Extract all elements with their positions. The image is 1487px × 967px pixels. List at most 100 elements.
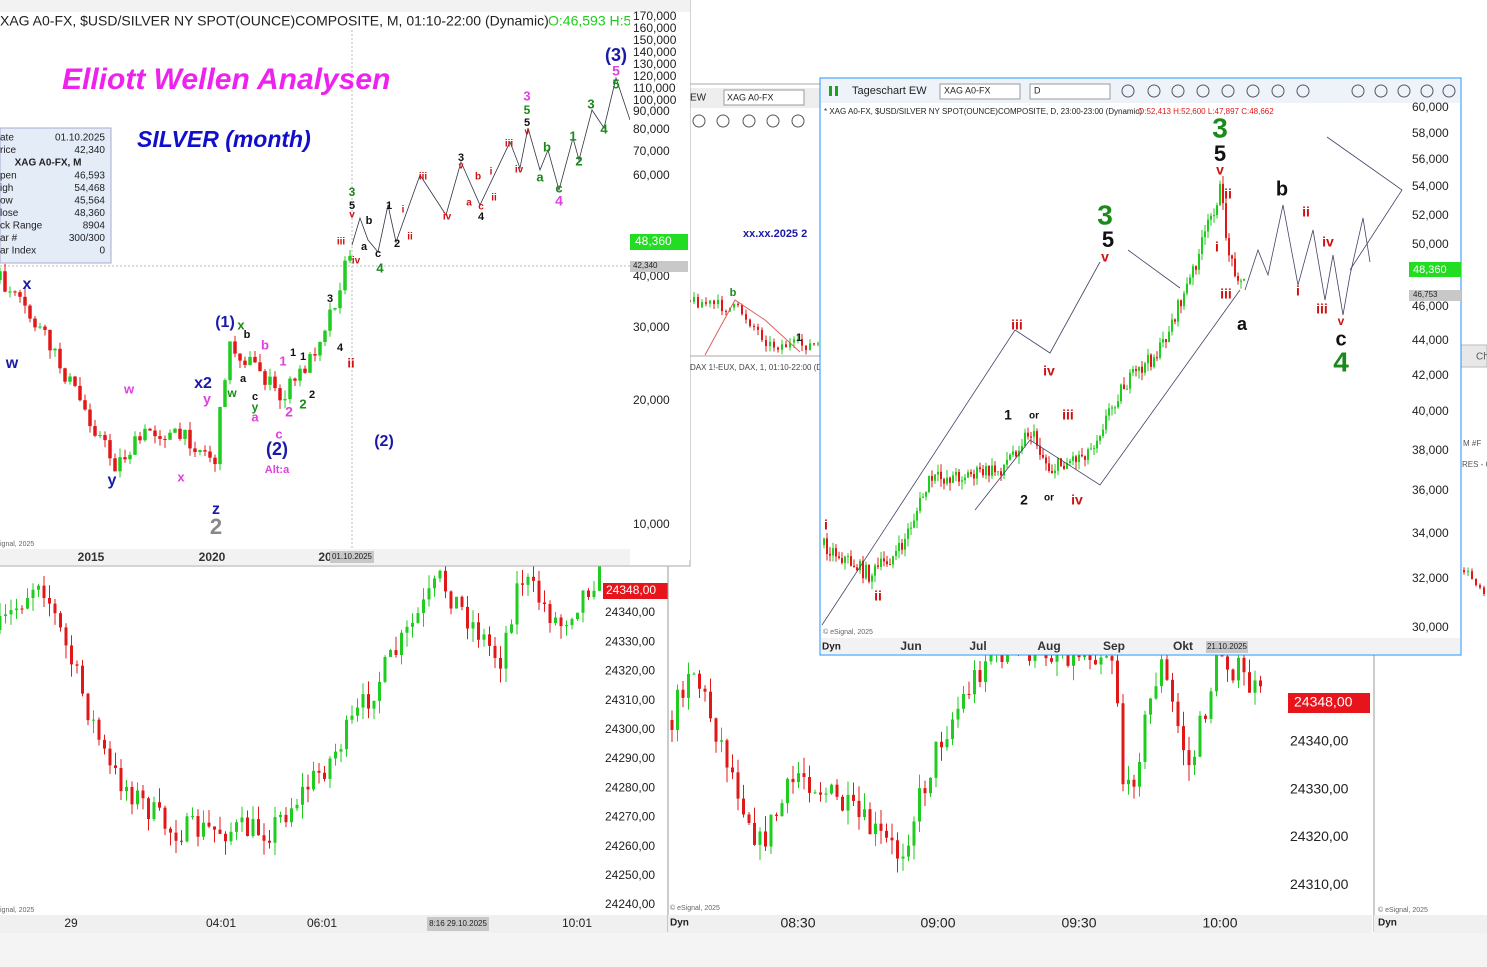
tool-icon[interactable]: [1374, 84, 1388, 98]
tool-icon[interactable]: [1171, 84, 1185, 98]
tool-icon[interactable]: [1420, 84, 1434, 98]
candle-body: [253, 356, 257, 363]
candle-body: [81, 665, 84, 694]
tool-icon[interactable]: [1221, 84, 1235, 98]
candle-body: [916, 510, 918, 521]
wave-label: 4: [478, 211, 485, 223]
tool-icon[interactable]: [1397, 84, 1411, 98]
tool-icon[interactable]: [1296, 84, 1310, 98]
tool-icon[interactable]: [1246, 84, 1260, 98]
price-label: 42,000: [1412, 368, 1449, 382]
candle-body: [1063, 466, 1065, 469]
candle-body: [1243, 278, 1245, 281]
candle-body: [1168, 331, 1170, 343]
candle-body: [196, 816, 200, 837]
candle-body: [1479, 585, 1481, 588]
tool-icon[interactable]: [716, 114, 730, 128]
candle-body: [148, 428, 152, 431]
candle-body: [1060, 458, 1062, 467]
price-label: 10,000: [633, 517, 670, 531]
info-value: 8904: [83, 221, 106, 232]
time-label: 2015: [78, 550, 105, 564]
cursor-price: 42,340: [633, 261, 658, 270]
candle-body: [1108, 408, 1110, 416]
candle-body: [925, 491, 927, 497]
info-symbol: XAG A0-FX, M: [15, 158, 82, 169]
candle-body: [1027, 432, 1029, 437]
candle-body: [64, 627, 68, 646]
candle-body: [940, 741, 943, 748]
candle-body: [554, 617, 557, 623]
last-price: 48,360: [1413, 264, 1447, 276]
candle-body: [1171, 679, 1174, 702]
candle-body: [1090, 448, 1092, 450]
wave-label: v: [1338, 314, 1345, 328]
candle-body: [832, 548, 834, 556]
candle-body: [692, 673, 696, 675]
price-label: 60,000: [1412, 100, 1449, 114]
wave-label: b: [366, 215, 373, 227]
wave-label: a: [536, 169, 544, 184]
candle-body: [466, 606, 469, 629]
candle-body: [745, 314, 747, 320]
wave-label: a: [240, 373, 247, 385]
candle-body: [173, 428, 177, 433]
candle-body: [817, 343, 819, 345]
candle-body: [565, 625, 568, 627]
price-label: 34,000: [1412, 526, 1449, 540]
tool-icon[interactable]: [1271, 84, 1285, 98]
candle-body: [240, 817, 244, 823]
candle-body: [1048, 463, 1050, 471]
candle-body: [218, 829, 222, 834]
wave-label: 2: [285, 404, 293, 420]
candle-body: [43, 326, 47, 330]
candle-body: [246, 817, 249, 836]
candle-body: [521, 583, 524, 585]
candle-body: [1117, 401, 1119, 408]
tool-icon[interactable]: [1147, 84, 1161, 98]
candle-body: [946, 477, 948, 484]
candle-body: [725, 740, 729, 768]
candle-body: [334, 751, 337, 759]
candle-body: [1003, 464, 1005, 476]
tool-icon[interactable]: [692, 114, 706, 128]
candle-body: [1160, 659, 1163, 687]
candle-body: [526, 576, 530, 585]
candle-body: [1099, 657, 1103, 665]
tool-icon[interactable]: [742, 114, 756, 128]
candle-body: [238, 353, 242, 361]
price-label: 140,000: [633, 45, 677, 59]
candle-body: [147, 798, 150, 820]
candle-body: [829, 553, 831, 556]
tool-icon[interactable]: [791, 114, 805, 128]
candle-body: [1012, 451, 1014, 455]
candle-body: [1204, 231, 1206, 238]
wave-label: ii: [407, 232, 413, 243]
tool-icon[interactable]: [1121, 84, 1135, 98]
candle-body: [229, 831, 233, 842]
candle-body: [949, 477, 951, 483]
wave-label: 1: [290, 347, 296, 359]
candle-body: [885, 830, 888, 838]
tool-icon[interactable]: [766, 114, 780, 128]
tool-icon[interactable]: [1351, 84, 1365, 98]
dyn-label: Dyn: [670, 918, 689, 929]
wave-label: y: [252, 400, 259, 414]
price-label: 46,000: [1412, 299, 1449, 313]
cursor-date: 8:16 29.10.2025: [429, 919, 487, 928]
candle-body: [592, 590, 596, 597]
candle-body: [940, 471, 942, 480]
tool-icon[interactable]: [1196, 84, 1210, 98]
candle-body: [338, 290, 342, 309]
candle-body: [1099, 436, 1101, 441]
candle-body: [0, 616, 2, 630]
wave-label: or: [1029, 411, 1039, 422]
candle-body: [88, 409, 92, 427]
candle-body: [3, 271, 7, 292]
price-label: 130,000: [633, 57, 677, 71]
tool-icon[interactable]: [1442, 84, 1456, 98]
wave-label: 1: [1004, 407, 1012, 423]
time-label: 06:01: [307, 916, 337, 930]
candle-body: [0, 271, 2, 280]
cursor-date: 01.10.2025: [332, 552, 373, 561]
